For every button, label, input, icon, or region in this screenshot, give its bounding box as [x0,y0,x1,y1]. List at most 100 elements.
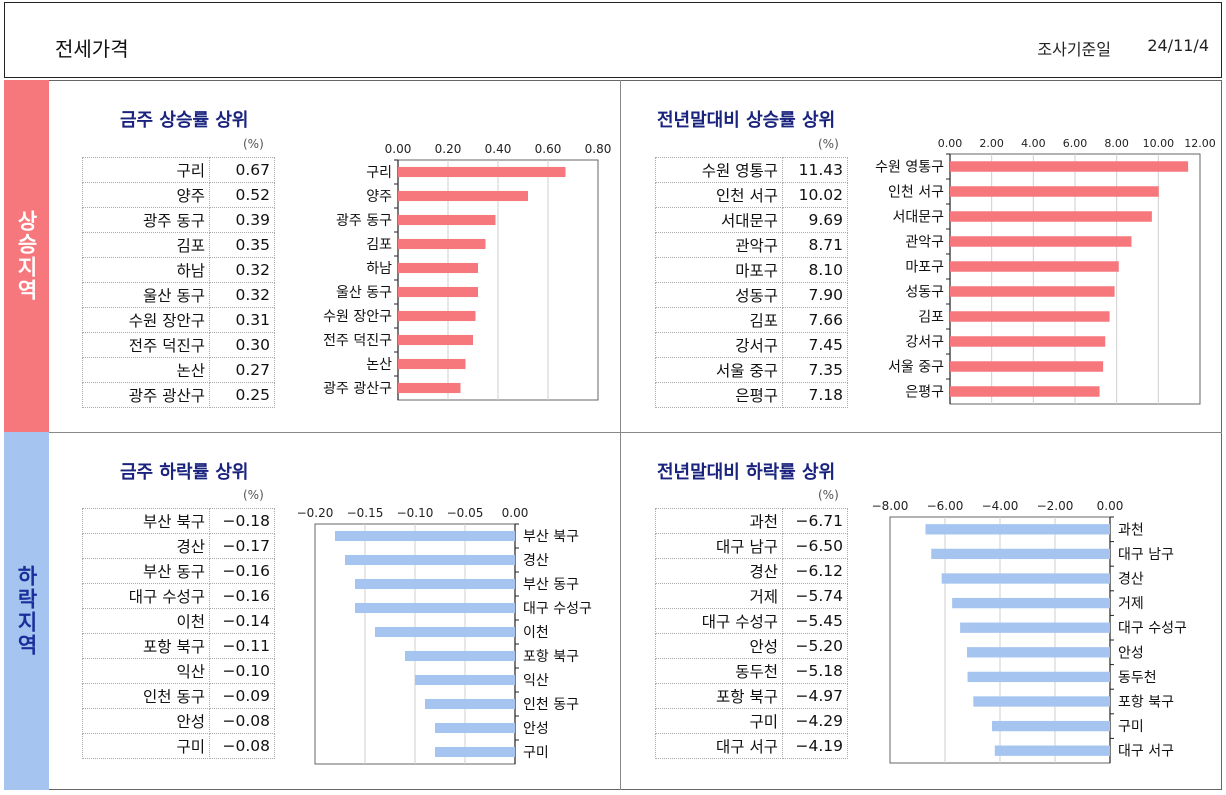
rate-value-cell: 0.39 [209,207,275,233]
region-name-cell: 구리 [82,157,210,183]
bar [973,696,1110,707]
rate-value-cell: 11.43 [782,157,848,183]
category-label: 부산 북구 [523,529,579,545]
rate-value-cell: −5.20 [782,633,848,659]
category-label: 구리 [366,165,392,181]
bar [398,334,473,346]
rate-value-cell: 7.18 [782,382,848,408]
category-label: 김포 [366,237,392,253]
tick-label: −6.00 [927,499,964,513]
rate-value-cell: −0.14 [209,608,275,634]
rate-value-cell: −5.18 [782,658,848,684]
tick-label: 0.00 [385,142,412,156]
table-row: 구리 0.67 [82,157,275,183]
bar [925,524,1110,535]
tick-label: 10.00 [1143,137,1175,150]
bar [950,211,1152,222]
bar [398,310,476,322]
rate-value-cell: −0.08 [209,733,275,759]
category-label: 거제 [1118,596,1144,612]
rate-value-cell: 7.66 [782,307,848,333]
region-name-cell: 구미 [655,708,783,734]
table-row: 과천 −6.71 [655,508,848,534]
region-name-cell: 김포 [82,232,210,258]
unit-label: (%) [243,137,264,151]
rate-value-cell: −0.08 [209,708,275,734]
rate-value-cell: −6.12 [782,558,848,584]
region-name-cell: 거제 [655,583,783,609]
survey-date-value: 24/11/4 [1147,36,1209,55]
rate-value-cell: −0.09 [209,683,275,709]
category-label: 익산 [523,673,549,689]
category-label: 포항 북구 [1118,695,1174,711]
table-row: 대구 수성구 −5.45 [655,608,848,634]
region-name-cell: 대구 남구 [655,533,783,559]
region-name-cell: 동두천 [655,658,783,684]
rate-value-cell: 10.02 [782,182,848,208]
table-row: 포항 북구 −4.97 [655,683,848,709]
rate-value-cell: 7.45 [782,332,848,358]
region-name-cell: 경산 [82,533,210,559]
table-row: 대구 수성구 −0.16 [82,583,275,609]
bar [405,650,515,662]
region-name-cell: 구미 [82,733,210,759]
rate-value-cell: −4.97 [782,683,848,709]
weekly-rise-title: 금주 상승률 상위 [120,110,249,131]
section-divider [49,432,1222,433]
category-label: 성동구 [905,285,944,301]
table-row: 안성 −5.20 [655,633,848,659]
rate-value-cell: 7.90 [782,282,848,308]
category-label: 부산 동구 [523,577,579,593]
rate-value-cell: −0.10 [209,658,275,684]
bar [950,186,1159,197]
table-row: 성동구 7.90 [655,282,848,308]
region-name-cell: 하남 [82,257,210,283]
bar [994,745,1110,756]
region-name-cell: 익산 [82,658,210,684]
table-row: 인천 동구 −0.09 [82,683,275,709]
table-row: 익산 −0.10 [82,658,275,684]
weekly-fall-table: 부산 북구 −0.18 경산 −0.17 부산 동구 −0.16 대구 수성구 −0.16 이천… [82,508,275,759]
category-label: 전주 덕진구 [323,333,392,349]
region-name-cell: 부산 동구 [82,558,210,584]
table-row: 경산 −6.12 [655,558,848,584]
rate-value-cell: 0.32 [209,257,275,283]
header-bar: 전세가격 조사기준일 24/11/4 [4,2,1222,78]
table-row: 수원 장안구 0.31 [82,307,275,333]
category-label: 안성 [1118,645,1144,661]
category-label: 논산 [366,357,392,373]
bar [398,358,466,370]
table-row: 서울 중구 7.35 [655,357,848,383]
region-name-cell: 수원 영통구 [655,157,783,183]
region-name-cell: 강서구 [655,332,783,358]
region-name-cell: 성동구 [655,282,783,308]
weekly-fall-title: 금주 하락률 상위 [120,462,249,483]
category-label: 수원 장안구 [323,309,392,325]
table-row: 서대문구 9.69 [655,207,848,233]
rate-value-cell: −0.18 [209,508,275,534]
table-row: 동두천 −5.18 [655,658,848,684]
region-name-cell: 대구 수성구 [82,583,210,609]
table-row: 구미 −4.29 [655,708,848,734]
fall-region-label: 하락지역 [4,432,49,790]
category-label: 광주 광산구 [323,381,392,397]
rate-value-cell: −6.71 [782,508,848,534]
tick-label: −0.15 [347,506,384,520]
table-row: 김포 7.66 [655,307,848,333]
category-label: 대구 서구 [1118,744,1174,760]
tick-label: 0.00 [1097,499,1124,513]
bar [335,530,515,542]
rate-value-cell: 0.30 [209,332,275,358]
unit-label: (%) [243,488,264,502]
tick-label: −4.00 [982,499,1019,513]
bar [375,626,515,638]
ytd-rise-title: 전년말대비 상승률 상위 [657,110,836,131]
tick-label: 0.20 [435,142,462,156]
tick-label: −2.00 [1037,499,1074,513]
bar [950,386,1100,397]
tick-label: 0.00 [502,506,529,520]
bar [967,671,1110,683]
rate-value-cell: 7.35 [782,357,848,383]
